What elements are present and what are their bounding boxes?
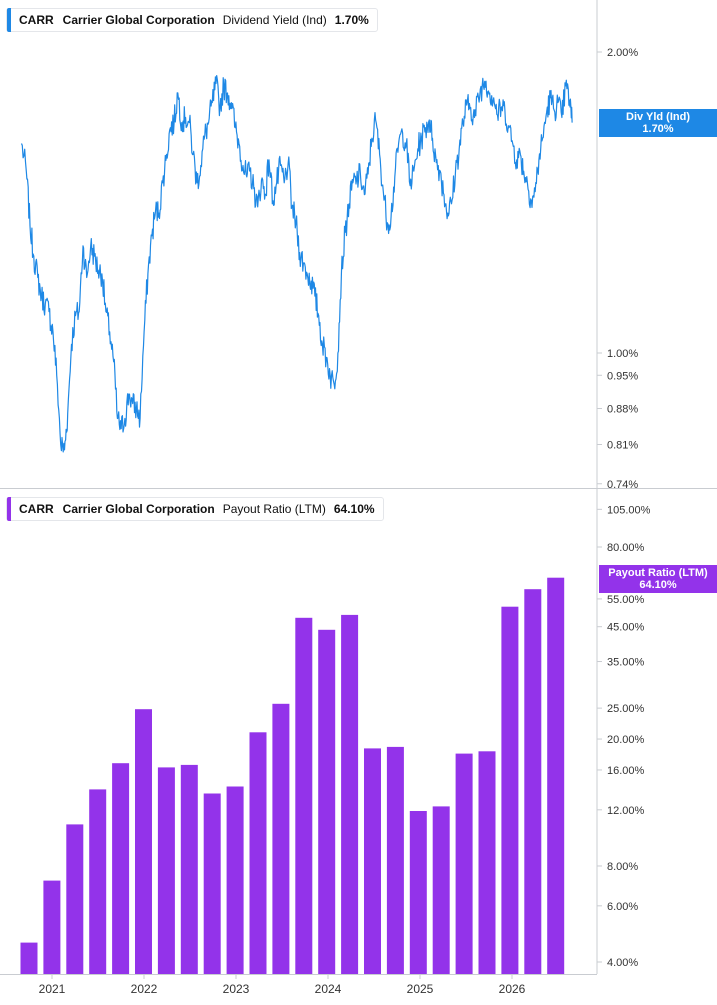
dividend-yield-panel: 2.00% 1.00% 0.95% 0.88% 0.81% 0.74% [20,47,638,491]
dividend-yield-line [20,75,573,453]
dividend-yield-y-tick-label: 0.95% [607,370,638,382]
dividend-yield-y-tick-label: 0.74% [607,479,638,491]
x-axis-tick-label: 2025 [407,982,434,996]
chart-frame [0,0,717,975]
x-axis-tick-label: 2022 [131,982,158,996]
payout-ratio-bar [432,806,450,974]
dividend-yield-y-tick-label: 2.00% [607,47,638,59]
payout-ratio-legend: CARR Carrier Global Corporation Payout R… [6,497,384,521]
payout-ratio-bar [547,577,565,974]
dividend-yield-y-tick-label: 0.81% [607,440,638,452]
legend-ticker: CARR [19,502,54,516]
payout-ratio-bar [501,606,519,974]
payout-ratio-bar [20,942,38,974]
payout-ratio-bar [272,703,290,974]
x-axis-tick-label: 2023 [223,982,250,996]
payout-ratio-y-tick-label: 4.00% [607,957,638,969]
payout-ratio-bar [180,764,198,974]
payout-ratio-bar [135,709,152,974]
payout-ratio-panel: 105.00% 80.00% 55.00% 45.00% 35.00% 25.00% 20.… [20,504,651,974]
x-axis-tick-label: 2021 [39,982,66,996]
payout-ratio-bar [478,751,496,974]
payout-ratio-bar [409,811,427,974]
payout-ratio-flag-value: 64.10% [639,579,677,591]
payout-ratio-bar [43,880,61,974]
dividend-yield-legend-swatch [7,8,11,32]
payout-ratio-bar [386,746,404,974]
payout-ratio-bar [341,614,359,974]
legend-value: 1.70% [334,13,369,27]
payout-ratio-bar [249,732,267,974]
legend-company: Carrier Global Corporation [62,502,215,516]
payout-ratio-bar [295,617,313,974]
legend-metric: Dividend Yield (Ind) [222,13,327,27]
legend-ticker: CARR [19,13,54,27]
payout-ratio-bar [364,748,381,974]
payout-ratio-legend-swatch [7,497,11,521]
payout-ratio-bar [112,763,130,974]
dividend-yield-y-tick-label: 1.00% [607,348,638,360]
payout-ratio-y-tick-label: 6.00% [607,901,638,913]
payout-ratio-bar [455,753,473,974]
payout-ratio-flag: Payout Ratio (LTM) 64.10% [599,565,717,593]
payout-ratio-bar [524,589,542,974]
payout-ratio-y-tick-label: 20.00% [607,734,645,746]
payout-ratio-bar [226,786,244,974]
payout-ratio-y-tick-label: 80.00% [607,542,645,554]
payout-ratio-y-tick-label: 16.00% [607,765,645,777]
payout-ratio-y-tick-label: 12.00% [607,805,645,817]
payout-ratio-y-tick-label: 45.00% [607,622,645,634]
payout-ratio-bar [157,767,175,974]
payout-ratio-y-tick-label: 8.00% [607,861,638,873]
payout-ratio-bar [203,793,221,974]
payout-ratio-y-tick-label: 35.00% [607,657,645,669]
payout-ratio-bar [66,824,84,974]
dividend-yield-y-tick-label: 0.88% [607,404,638,416]
legend-value: 64.10% [333,502,375,516]
x-axis: 2021 2022 2023 2024 2025 2026 [39,974,526,996]
dividend-yield-flag: Div Yld (Ind) 1.70% [599,109,717,137]
x-axis-tick-label: 2026 [499,982,526,996]
legend-metric: Payout Ratio (LTM) [222,502,326,516]
legend-company: Carrier Global Corporation [62,13,215,27]
payout-ratio-flag-label: Payout Ratio (LTM) [608,567,708,579]
x-axis-tick-label: 2024 [315,982,342,996]
dividend-yield-flag-label: Div Yld (Ind) [626,111,690,123]
dividend-yield-legend: CARR Carrier Global Corporation Dividend… [6,8,378,32]
payout-ratio-y-tick-label: 105.00% [607,504,651,516]
payout-ratio-y-tick-label: 25.00% [607,703,645,715]
payout-ratio-bar [318,629,336,974]
dividend-yield-flag-value: 1.70% [642,123,674,135]
payout-ratio-y-tick-label: 55.00% [607,594,645,606]
payout-ratio-bar [89,789,107,974]
